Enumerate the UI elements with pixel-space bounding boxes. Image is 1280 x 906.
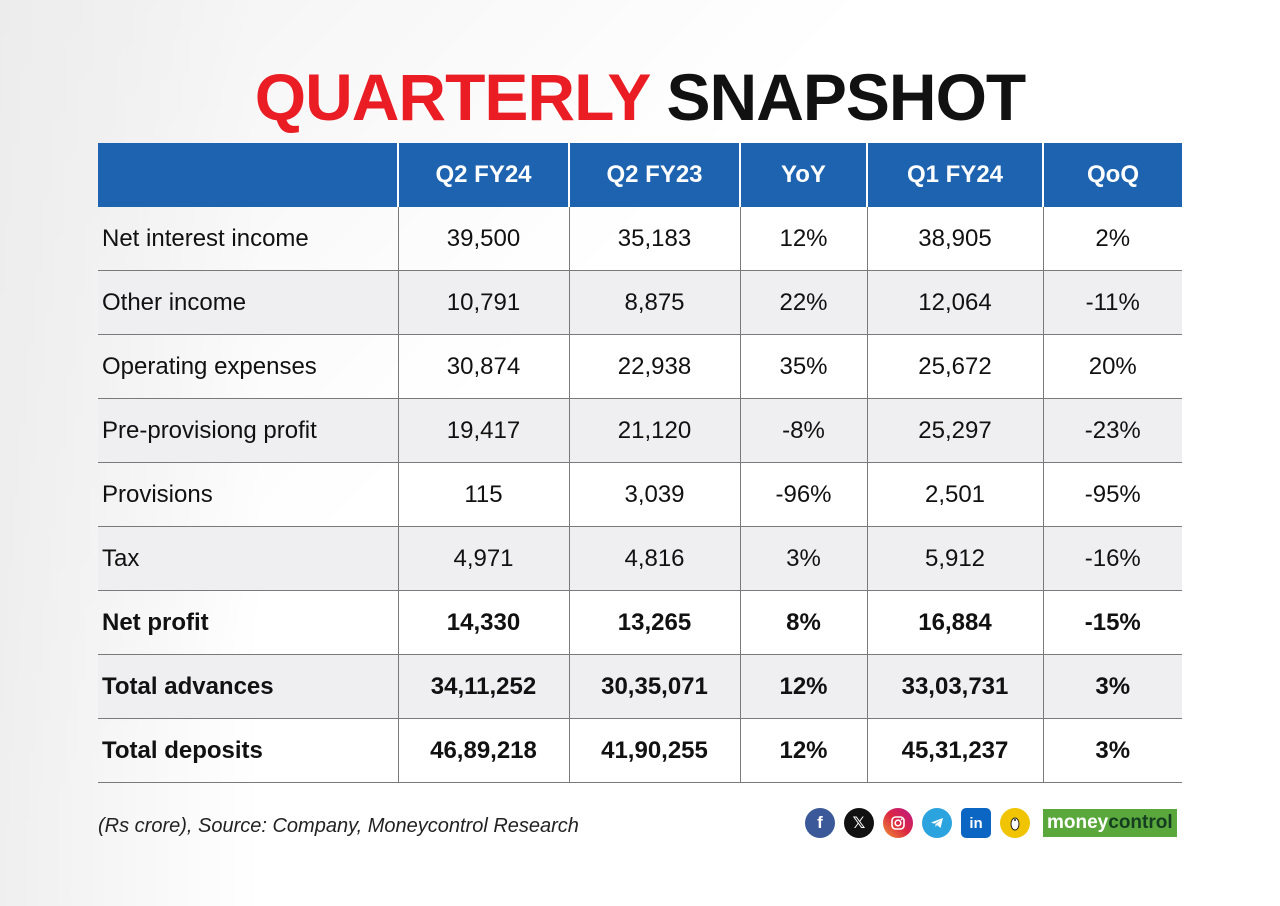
header-cell-q2fy24: Q2 FY24 — [398, 143, 570, 207]
cell-q1fy24: 25,297 — [867, 398, 1044, 463]
social-bar: f 𝕏 in moneycontrol — [805, 808, 1177, 838]
snapshot-table: Q2 FY24 Q2 FY23 YoY Q1 FY24 QoQ Net inte… — [98, 143, 1182, 783]
cell-qoq: 3% — [1043, 654, 1182, 719]
header-cell-q1fy24: Q1 FY24 — [867, 143, 1044, 207]
row-label: Other income — [98, 270, 399, 335]
cell-yoy: 8% — [740, 590, 868, 655]
table-row: Total advances 34,11,252 30,35,071 12% 33,03… — [98, 654, 1182, 719]
table-row: Net profit 14,330 13,265 8% 16,884 -15% — [98, 590, 1182, 655]
brand-part-control: control — [1108, 812, 1173, 833]
cell-q2fy23: 41,90,255 — [569, 718, 741, 783]
cell-q1fy24: 38,905 — [867, 207, 1044, 271]
cell-yoy: 12% — [740, 654, 868, 719]
cell-yoy: 12% — [740, 207, 868, 271]
table-row: Net interest income 39,500 35,183 12% 38,905… — [98, 207, 1182, 271]
cell-q2fy24: 39,500 — [398, 207, 570, 271]
cell-q1fy24: 16,884 — [867, 590, 1044, 655]
header-cell-qoq: QoQ — [1043, 143, 1182, 207]
cell-yoy: -8% — [740, 398, 868, 463]
cell-q2fy23: 22,938 — [569, 334, 741, 399]
cell-q2fy24: 14,330 — [398, 590, 570, 655]
cell-qoq: -23% — [1043, 398, 1182, 463]
cell-qoq: -95% — [1043, 462, 1182, 527]
moneycontrol-logo[interactable]: moneycontrol — [1043, 809, 1177, 837]
cell-q2fy23: 30,35,071 — [569, 654, 741, 719]
cell-yoy: 3% — [740, 526, 868, 591]
row-label: Provisions — [98, 462, 399, 527]
cell-q2fy23: 21,120 — [569, 398, 741, 463]
cell-q2fy24: 115 — [398, 462, 570, 527]
title-part-red: QUARTERLY — [254, 60, 650, 134]
cell-q2fy23: 3,039 — [569, 462, 741, 527]
table-row: Operating expenses 30,874 22,938 35% 25,672 2… — [98, 334, 1182, 399]
cell-q1fy24: 45,31,237 — [867, 718, 1044, 783]
row-label: Total advances — [98, 654, 399, 719]
cell-q1fy24: 2,501 — [867, 462, 1044, 527]
cell-q1fy24: 12,064 — [867, 270, 1044, 335]
cell-q2fy24: 10,791 — [398, 270, 570, 335]
cell-qoq: 20% — [1043, 334, 1182, 399]
table-row: Pre-provisiong profit 19,417 21,120 -8% 25,2… — [98, 398, 1182, 463]
cell-yoy: 35% — [740, 334, 868, 399]
cell-q2fy24: 46,89,218 — [398, 718, 570, 783]
row-label: Operating expenses — [98, 334, 399, 399]
row-label: Net profit — [98, 590, 399, 655]
cell-q1fy24: 33,03,731 — [867, 654, 1044, 719]
cell-qoq: 2% — [1043, 207, 1182, 271]
x-icon[interactable]: 𝕏 — [844, 808, 874, 838]
cell-q2fy24: 4,971 — [398, 526, 570, 591]
table-row: Provisions 115 3,039 -96% 2,501 -95% — [98, 462, 1182, 527]
cell-qoq: -16% — [1043, 526, 1182, 591]
header-cell-label — [98, 143, 399, 207]
linkedin-icon[interactable]: in — [961, 808, 991, 838]
brand-part-money: money — [1047, 812, 1109, 833]
title-part-black: SNAPSHOT — [666, 60, 1027, 134]
cell-qoq: 3% — [1043, 718, 1182, 783]
facebook-icon[interactable]: f — [805, 808, 835, 838]
header-cell-yoy: YoY — [740, 143, 868, 207]
cell-yoy: -96% — [740, 462, 868, 527]
cell-qoq: -15% — [1043, 590, 1182, 655]
cell-qoq: -11% — [1043, 270, 1182, 335]
table-header-row: Q2 FY24 Q2 FY23 YoY Q1 FY24 QoQ — [98, 143, 1182, 207]
cell-q1fy24: 25,672 — [867, 334, 1044, 399]
instagram-icon[interactable] — [883, 808, 913, 838]
row-label: Pre-provisiong profit — [98, 398, 399, 463]
table-body: Net interest income 39,500 35,183 12% 38,905… — [98, 207, 1182, 783]
header-cell-q2fy23: Q2 FY23 — [569, 143, 741, 207]
telegram-icon[interactable] — [922, 808, 952, 838]
row-label: Net interest income — [98, 207, 399, 271]
table-row: Other income 10,791 8,875 22% 12,064 -11% — [98, 270, 1182, 335]
cell-q2fy23: 35,183 — [569, 207, 741, 271]
table-row: Tax 4,971 4,816 3% 5,912 -16% — [98, 526, 1182, 591]
cell-q2fy23: 13,265 — [569, 590, 741, 655]
cell-yoy: 12% — [740, 718, 868, 783]
koo-icon[interactable] — [1000, 808, 1030, 838]
cell-q2fy23: 8,875 — [569, 270, 741, 335]
row-label: Total deposits — [98, 718, 399, 783]
cell-q2fy24: 30,874 — [398, 334, 570, 399]
page-title: QUARTERLY SNAPSHOT — [0, 58, 1280, 136]
cell-yoy: 22% — [740, 270, 868, 335]
cell-q2fy24: 34,11,252 — [398, 654, 570, 719]
cell-q1fy24: 5,912 — [867, 526, 1044, 591]
cell-q2fy24: 19,417 — [398, 398, 570, 463]
table-row: Total deposits 46,89,218 41,90,255 12% 45,31… — [98, 718, 1182, 783]
source-footnote: (Rs crore), Source: Company, Moneycontro… — [98, 815, 579, 837]
row-label: Tax — [98, 526, 399, 591]
cell-q2fy23: 4,816 — [569, 526, 741, 591]
